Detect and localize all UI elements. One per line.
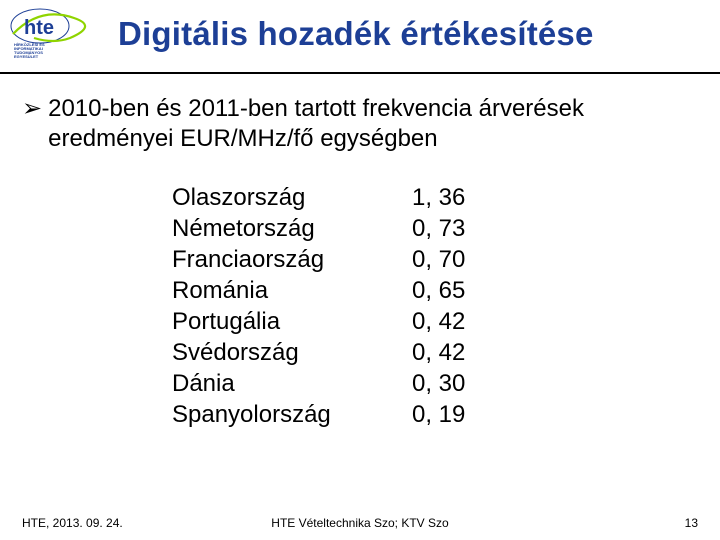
table-row: Dánia 0, 30 [172,368,698,399]
table-row: Olaszország 1, 36 [172,182,698,213]
country-cell: Portugália [172,306,412,337]
table-row: Portugália 0, 42 [172,306,698,337]
country-cell: Spanyolország [172,399,412,430]
slide: hte HÍRKÖZLÉSI ÉS INFORMATIKAI TUDOMÁNYO… [0,0,720,540]
slide-body: ➢ 2010-ben és 2011-ben tartott frekvenci… [0,74,720,430]
bullet-arrow-icon: ➢ [22,94,42,124]
data-table: Olaszország 1, 36 Németország 0, 73 Fran… [172,182,698,430]
table-row: Németország 0, 73 [172,213,698,244]
value-cell: 0, 30 [412,368,492,399]
country-cell: Olaszország [172,182,412,213]
footer-center: HTE Vételtechnika Szo; KTV Szo [271,516,448,530]
footer: HTE, 2013. 09. 24. HTE Vételtechnika Szo… [0,516,720,530]
country-cell: Franciaország [172,244,412,275]
country-cell: Svédország [172,337,412,368]
footer-right: 13 [685,516,698,530]
logo: hte HÍRKÖZLÉSI ÉS INFORMATIKAI TUDOMÁNYO… [8,6,108,62]
bullet-text: 2010-ben és 2011-ben tartott frekvencia … [48,94,698,154]
value-cell: 0, 70 [412,244,492,275]
slide-title: Digitális hozadék értékesítése [118,15,594,53]
country-cell: Románia [172,275,412,306]
footer-left: HTE, 2013. 09. 24. [22,516,123,530]
svg-text:EGYESÜLET: EGYESÜLET [14,54,39,59]
country-cell: Dánia [172,368,412,399]
header: hte HÍRKÖZLÉSI ÉS INFORMATIKAI TUDOMÁNYO… [0,0,720,66]
table-row: Franciaország 0, 70 [172,244,698,275]
value-cell: 0, 42 [412,337,492,368]
value-cell: 0, 73 [412,213,492,244]
value-cell: 0, 19 [412,399,492,430]
value-cell: 0, 65 [412,275,492,306]
svg-text:hte: hte [24,17,54,39]
country-cell: Németország [172,213,412,244]
hte-logo-icon: hte HÍRKÖZLÉSI ÉS INFORMATIKAI TUDOMÁNYO… [10,8,106,60]
value-cell: 0, 42 [412,306,492,337]
table-row: Spanyolország 0, 19 [172,399,698,430]
table-row: Svédország 0, 42 [172,337,698,368]
bullet-item: ➢ 2010-ben és 2011-ben tartott frekvenci… [22,94,698,154]
value-cell: 1, 36 [412,182,492,213]
table-row: Románia 0, 65 [172,275,698,306]
